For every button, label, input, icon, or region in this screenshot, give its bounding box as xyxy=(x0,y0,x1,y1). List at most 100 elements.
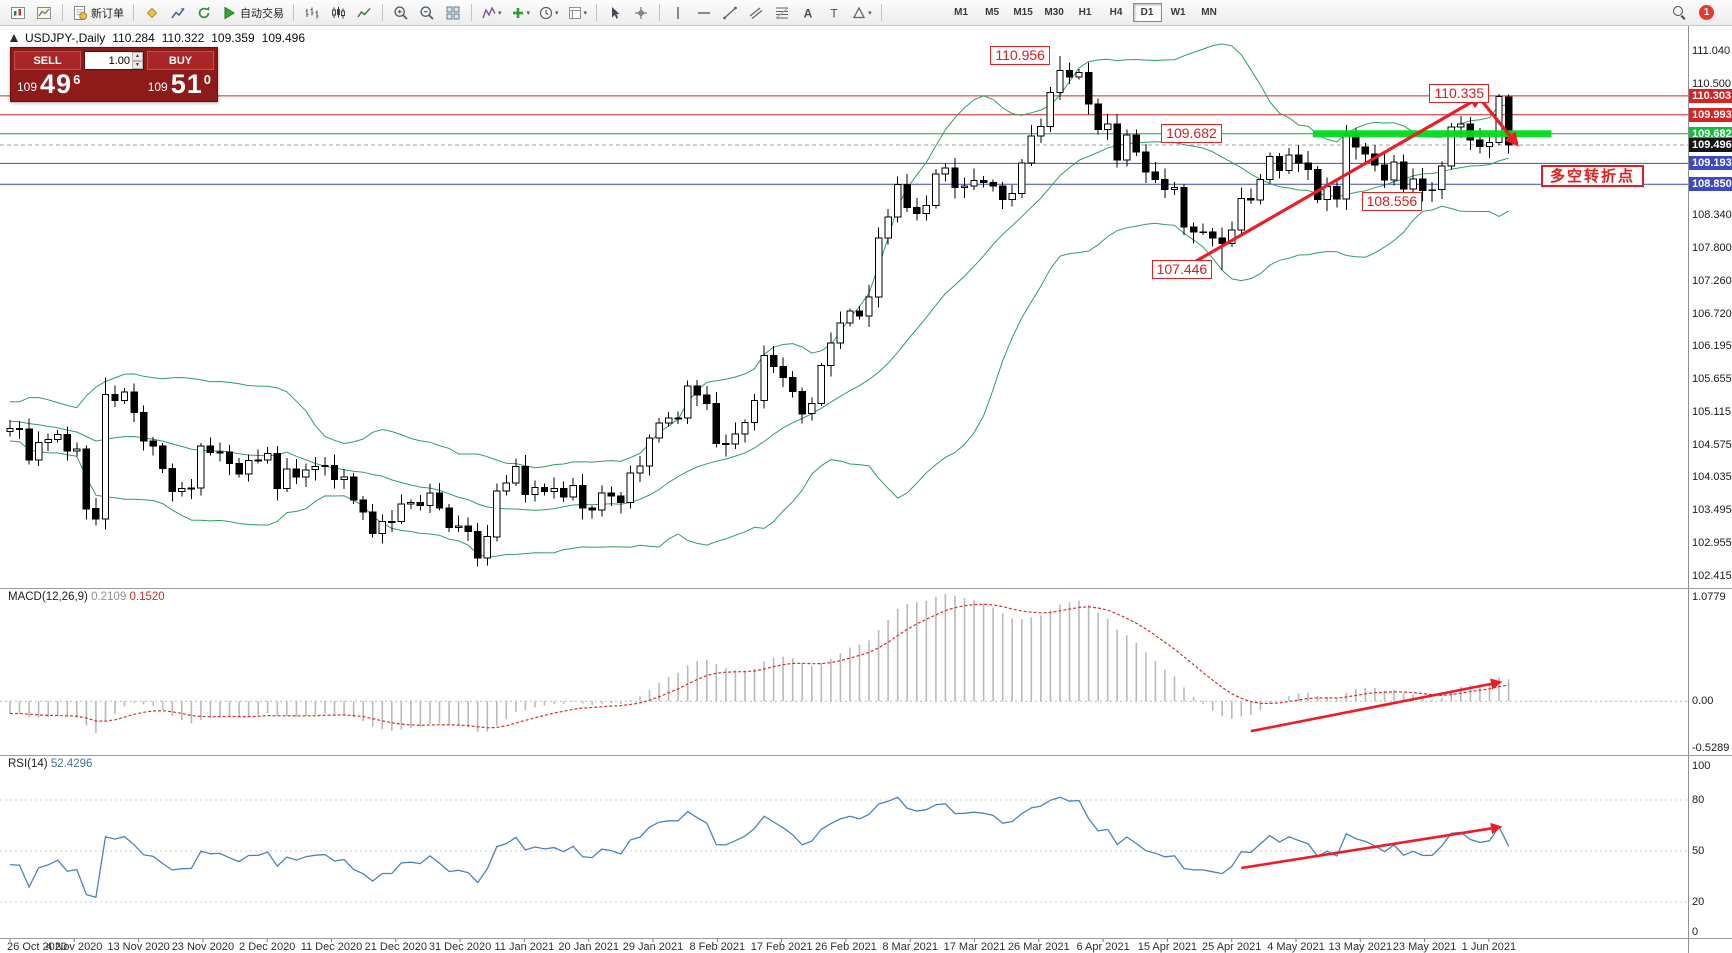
chart-title: USDJPY-,Daily xyxy=(25,31,106,45)
zoom-out-icon[interactable] xyxy=(415,3,439,23)
textA-glyph: A xyxy=(804,6,813,20)
ask-prefix: 109 xyxy=(147,80,168,94)
cursor-icon[interactable] xyxy=(603,3,627,23)
date-label: 23 Nov 2020 xyxy=(171,941,235,953)
chartwin-glyph xyxy=(37,6,51,19)
date-label: 23 May 2021 xyxy=(1392,941,1457,953)
new-chart-icon[interactable] xyxy=(6,3,30,23)
shapes-glyph xyxy=(852,6,866,18)
ohlc-open: 110.284 xyxy=(112,31,155,45)
ask-pip-digit: 0 xyxy=(203,72,211,87)
candlestick-chart-icon[interactable] xyxy=(326,3,350,23)
macd-label: MACD(12,26,9) 0.2109 0.1520 xyxy=(8,591,165,603)
trend-up-arrow[interactable] xyxy=(1188,95,1484,267)
timeframe-button-h4[interactable]: H4 xyxy=(1109,7,1123,18)
chart-profiles-icon[interactable] xyxy=(32,3,56,23)
indicators-icon[interactable]: ▾ xyxy=(478,3,505,23)
price-annotation-110.956[interactable]: 110.956 xyxy=(990,46,1050,66)
volume-down-button[interactable]: ▼ xyxy=(132,60,143,69)
search-icon[interactable] xyxy=(1672,5,1687,20)
equidistant-channel-icon[interactable] xyxy=(744,3,768,23)
timeframe-button-d1[interactable]: D1 xyxy=(1132,3,1162,22)
timeframe-button-mn[interactable]: MN xyxy=(1201,7,1217,18)
trend-glyph xyxy=(723,6,737,19)
rsi-label: RSI(14) 52.4296 xyxy=(8,758,92,770)
price-annotation-110.335[interactable]: 110.335 xyxy=(1429,83,1490,103)
ask-price[interactable]: 109 51 0 xyxy=(148,71,211,98)
sell-button[interactable]: SELL xyxy=(14,51,81,70)
tile-windows-icon[interactable] xyxy=(441,3,465,23)
price-axis-label: 107.800 xyxy=(1692,242,1732,255)
price-annotation-108.556[interactable]: 108.556 xyxy=(1361,192,1423,212)
price-axis-label: 107.260 xyxy=(1692,275,1732,288)
date-label: 6 Apr 2021 xyxy=(1076,941,1130,953)
fibonacci-icon[interactable] xyxy=(770,3,794,23)
metaeditor-icon[interactable] xyxy=(140,3,164,23)
timeframe-button-m30[interactable]: M30 xyxy=(1044,7,1064,18)
arrows-icon[interactable]: ▾ xyxy=(848,3,875,23)
notification-badge[interactable]: 1 xyxy=(1699,5,1714,20)
timeframe-button-m5[interactable]: M5 xyxy=(985,7,1000,18)
macd-trend-arrow[interactable] xyxy=(1250,678,1503,733)
candles2-glyph xyxy=(332,6,345,18)
trendline-icon[interactable] xyxy=(718,3,742,23)
volume-up-button[interactable]: ▲ xyxy=(132,52,143,61)
rsi-trend-arrow[interactable] xyxy=(1241,822,1503,870)
price-annotation-107.446[interactable]: 107.446 xyxy=(1151,259,1213,279)
one-click-trading-panel: SELL 1.00 ▲ ▼ BUY 109 49 6 109 51 0 xyxy=(10,47,218,102)
price-axis-label: 103.495 xyxy=(1692,504,1732,517)
reversal-down-arrow[interactable] xyxy=(1480,99,1519,147)
price-axis-tag-109.496: 109.496 xyxy=(1689,137,1732,152)
ohlc-close: 109.496 xyxy=(261,31,306,45)
chart-svg[interactable] xyxy=(0,26,1688,953)
toolbar-separator xyxy=(62,4,63,21)
newchart-glyph xyxy=(11,6,25,19)
price-axis-label: 108.340 xyxy=(1692,209,1732,222)
chevron-down-icon: ▾ xyxy=(555,9,559,17)
toolbar-separator xyxy=(471,4,472,21)
refresh-glyph xyxy=(198,6,210,18)
chart-window-icon xyxy=(10,34,18,42)
price-axis-tag-109.993: 109.993 xyxy=(1689,107,1732,122)
periods-icon[interactable]: ▾ xyxy=(535,3,562,23)
bid-pip-digit: 6 xyxy=(73,72,81,87)
price-axis-label: 105.115 xyxy=(1692,405,1731,418)
bid-price[interactable]: 109 49 6 xyxy=(17,71,80,98)
line-chart-icon[interactable] xyxy=(352,3,376,23)
date-label: 8 Feb 2021 xyxy=(689,941,746,953)
price-axis-label: 102.955 xyxy=(1692,537,1732,550)
volume-input[interactable]: 1.00 ▲ ▼ xyxy=(84,51,144,70)
macd-signal-line xyxy=(10,603,1509,729)
cursor-glyph xyxy=(612,6,620,19)
buy-button[interactable]: BUY xyxy=(147,51,214,70)
svg-text:T: T xyxy=(830,6,838,20)
add-indicator-icon[interactable]: ▾ xyxy=(507,3,534,23)
timeframe-button-w1[interactable]: W1 xyxy=(1170,7,1186,18)
new-order-button[interactable]: 新订单 xyxy=(69,3,127,23)
horizontal-line-icon[interactable] xyxy=(692,3,716,23)
crosshair-icon[interactable] xyxy=(629,3,653,23)
date-label: 2 Dec 2020 xyxy=(239,941,296,953)
price-axis-tag-109.682: 109.682 xyxy=(1689,126,1732,141)
date-label: 26 Mar 2021 xyxy=(1007,941,1070,953)
zoom-in-icon[interactable] xyxy=(389,3,413,23)
autotrading-button[interactable]: 自动交易 xyxy=(218,3,287,23)
vertical-line-icon[interactable] xyxy=(666,3,690,23)
timeframe-button-m15[interactable]: M15 xyxy=(1013,7,1033,18)
text-label-icon[interactable]: T xyxy=(822,3,846,23)
bar-chart-icon[interactable] xyxy=(300,3,324,23)
refresh-icon[interactable] xyxy=(192,3,216,23)
price-annotation-109.682[interactable]: 109.682 xyxy=(1161,123,1222,143)
text-icon[interactable]: A xyxy=(796,3,820,23)
template-glyph xyxy=(568,6,581,19)
marketwatch-glyph xyxy=(171,7,185,18)
market-watch-icon[interactable] xyxy=(166,3,190,23)
crosshair-glyph xyxy=(635,6,648,19)
chevron-down-icon: ▾ xyxy=(868,9,872,17)
templates-icon[interactable]: ▾ xyxy=(564,3,591,23)
svg-text:A: A xyxy=(804,6,813,20)
note-box[interactable]: 多空转折点 xyxy=(1541,165,1645,187)
timeframe-button-m1[interactable]: M1 xyxy=(954,7,969,18)
channel-glyph xyxy=(749,7,763,19)
timeframe-button-h1[interactable]: H1 xyxy=(1078,7,1092,18)
